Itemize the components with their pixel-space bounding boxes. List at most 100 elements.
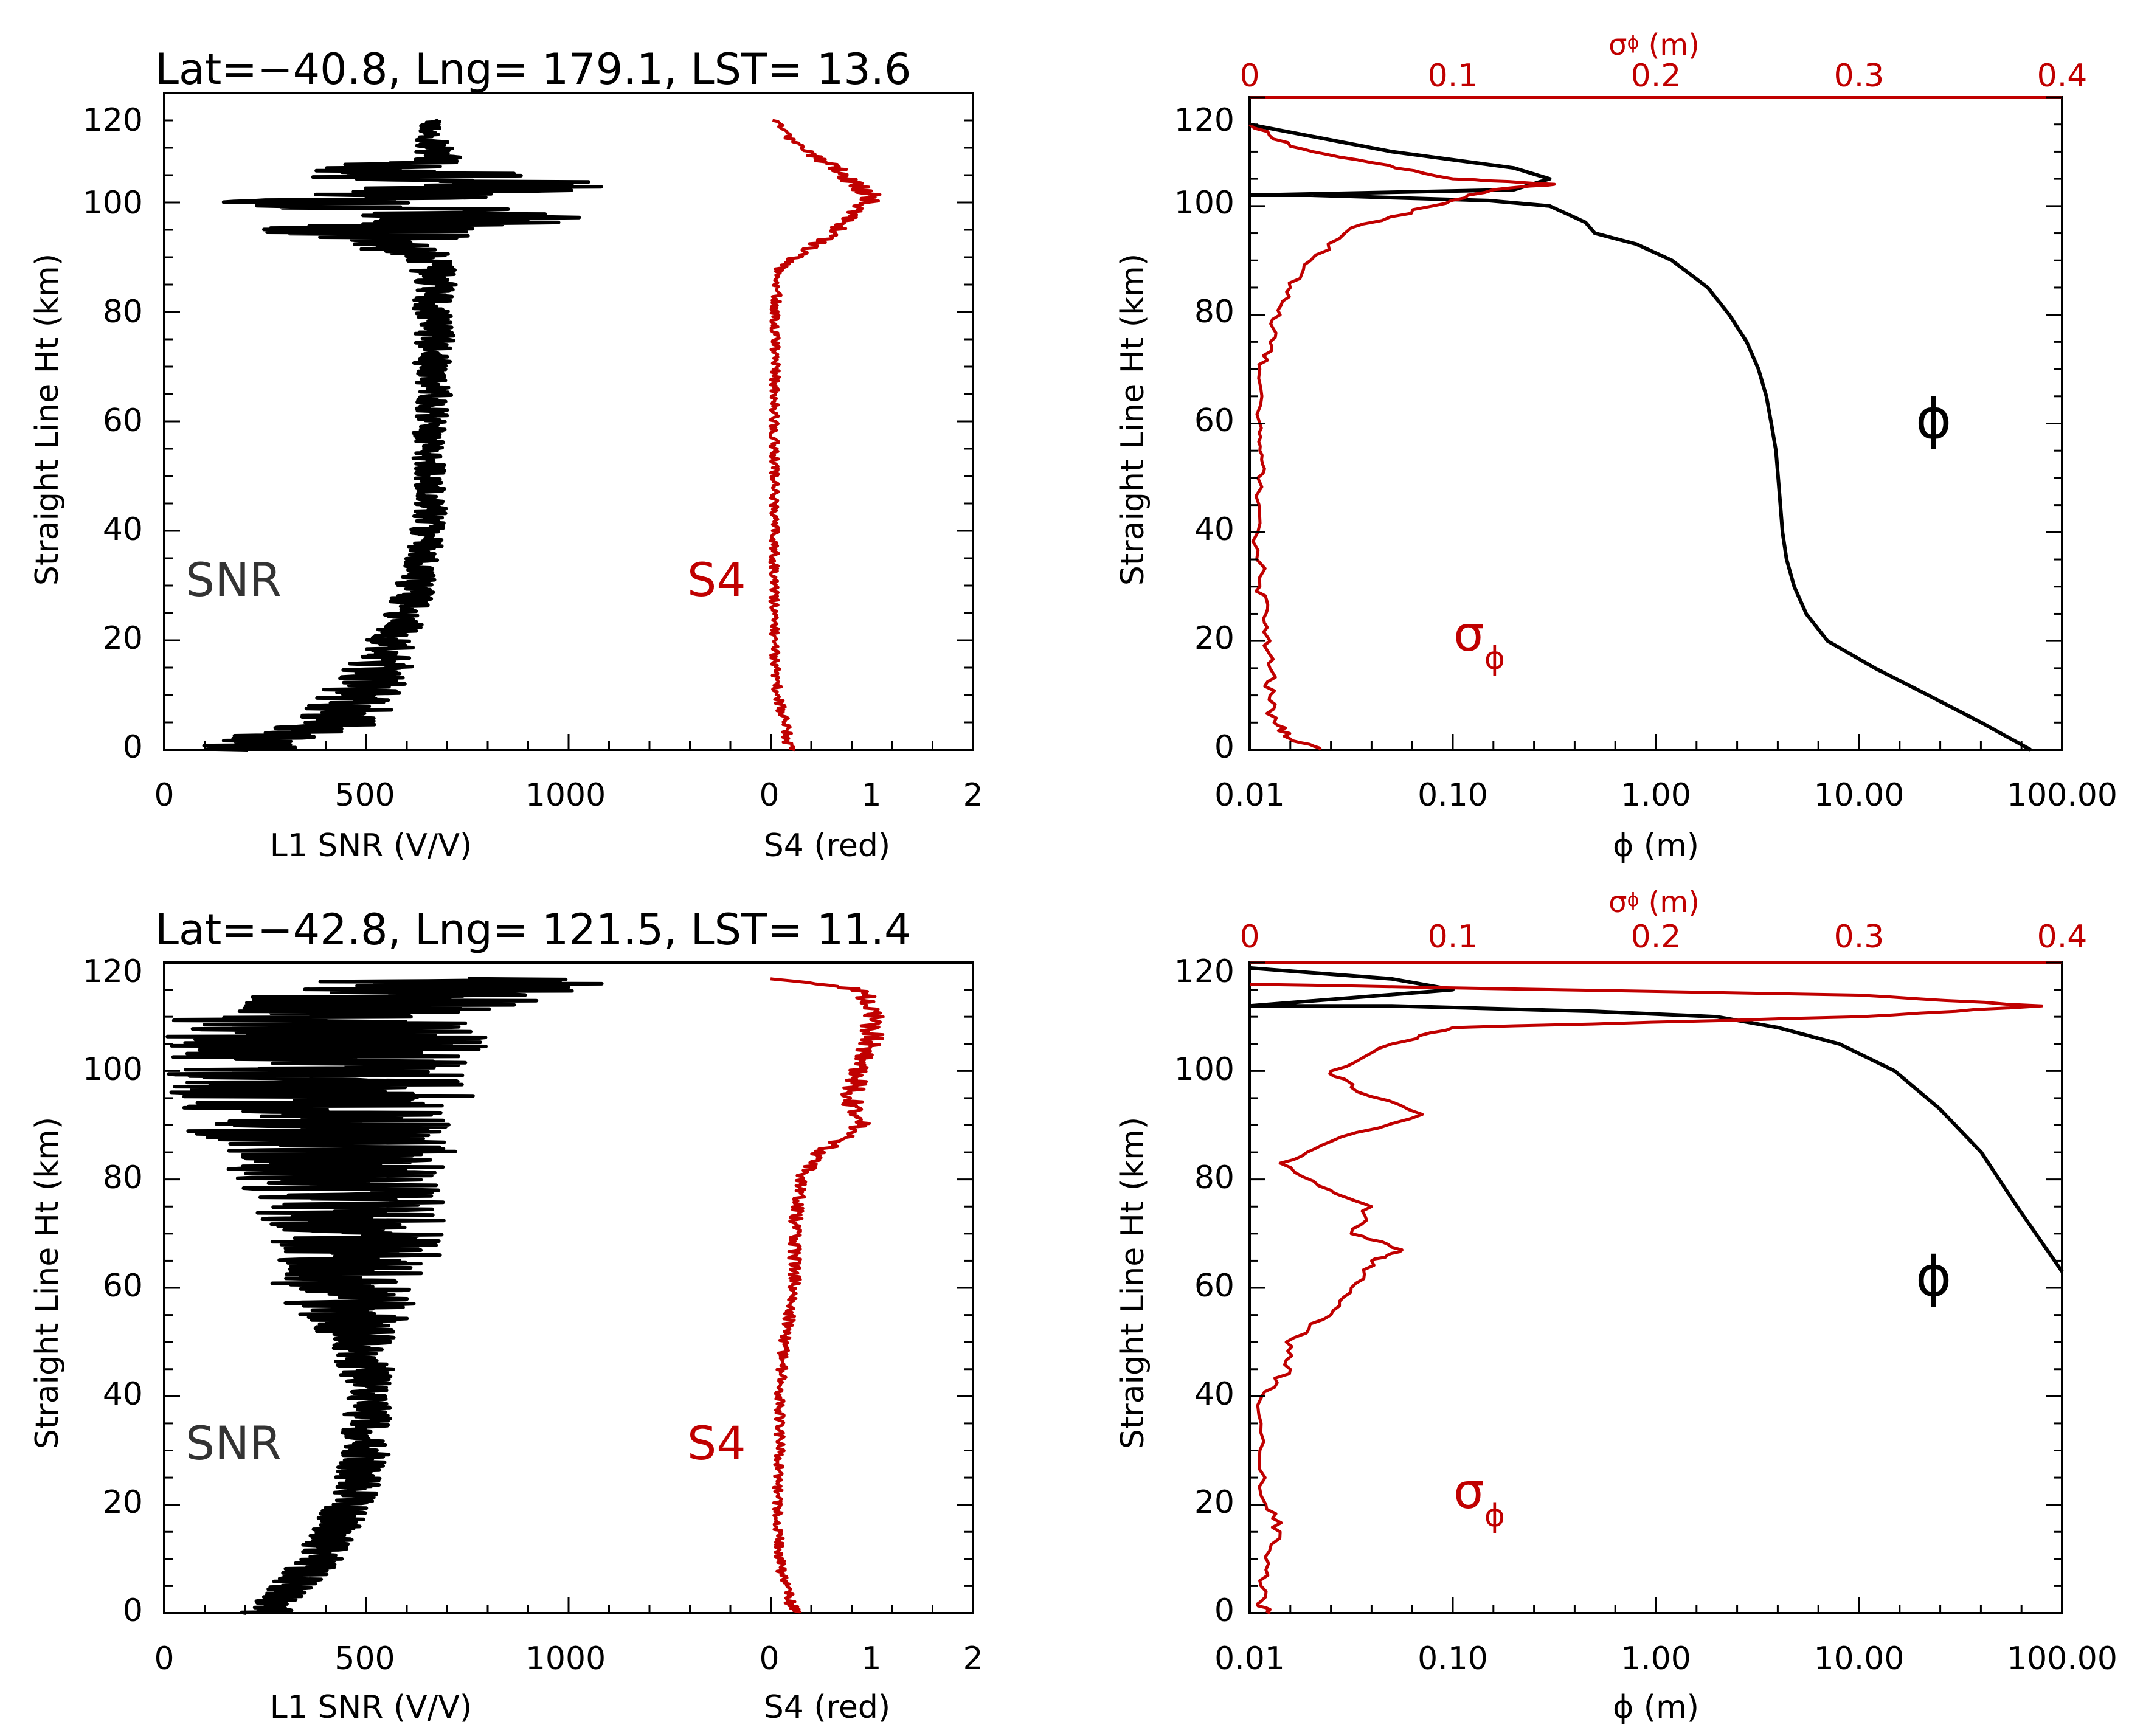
snr-annotation: SNR [185,553,282,607]
x-ticks-snr: 0 500 1000 [154,1641,606,1677]
x-tick-label: 500 [334,1641,395,1677]
y-ticks: 0 20 40 60 80 100 120 [1174,102,1234,766]
y-axis-label: Straight Line Ht (km) [29,1117,66,1449]
y-tick-label: 40 [1194,1376,1234,1413]
phi-trace [1248,966,2064,1273]
x-axis-label-s4: S4 (red) [764,1689,890,1726]
x-tick-label: 0 [154,1641,174,1677]
y-tick-label: 80 [103,294,143,330]
y-tick-label: 40 [103,1376,143,1413]
bottom-ticks: 0.01 0.10 1.00 10.00 100.00 [1214,1641,2117,1677]
top-tick-label: 0.1 [1428,58,1478,94]
x-axis-label-snr: L1 SNR (V/V) [270,1689,472,1726]
top-tick-label: 0 [1239,58,1259,94]
phi-annotation: ϕ [1916,1245,1951,1309]
sigma-phi-trace [1249,983,2044,1615]
bottom-tick-label: 0.10 [1418,777,1488,814]
y-axis-label: Straight Line Ht (km) [1115,254,1151,586]
top-tick-label: 0.1 [1428,919,1478,955]
top-ticks: 0 0.1 0.2 0.3 0.4 [1239,58,2087,94]
phi-annotation: ϕ [1916,387,1951,451]
y-tick-label: 80 [103,1160,143,1196]
y-tick-label: 100 [83,1051,143,1088]
top-tick-label: 0.2 [1631,919,1681,955]
top-tick-label: 0 [1239,919,1259,955]
top-tick-label: 0.2 [1631,58,1681,94]
x-tick-label: 0 [154,777,174,814]
x-ticks-s4: 0 1 2 [759,1641,983,1677]
x-tick-label: 2 [963,777,983,814]
y-ticks: 0 20 40 60 80 100 120 [83,953,143,1629]
y-tick-label: 60 [1194,1268,1234,1304]
y-tick-label: 100 [83,185,143,221]
y-tick-label: 120 [1174,102,1234,139]
y-tick-label: 100 [1174,1051,1234,1088]
s4-annotation: S4 [687,553,746,607]
phi-trace [1248,122,2032,752]
y-tick-label: 120 [83,102,143,139]
y-tick-label: 20 [1194,620,1234,657]
y-tick-label: 60 [1194,403,1234,439]
top-tick-label: 0.3 [1834,919,1885,955]
y-tick-label: 40 [1194,511,1234,548]
snr-annotation: SNR [185,1416,282,1470]
bottom-tick-label: 100.00 [2007,777,2117,814]
sigma-annotation: σϕ [1453,1463,1505,1534]
top-ticks: 0 0.1 0.2 0.3 0.4 [1239,919,2087,955]
panel-title: Lat=−40.8, Lng= 179.1, LST= 13.6 [155,44,912,94]
y-tick-label: 0 [123,1592,143,1629]
x-tick-label: 0 [759,1641,779,1677]
panel-title: Lat=−42.8, Lng= 121.5, LST= 11.4 [155,905,912,955]
y-tick-label: 20 [103,1484,143,1521]
y-tick-label: 80 [1194,294,1234,330]
y-ticks: 0 20 40 60 80 100 120 [83,102,143,766]
bottom-axis-label: ϕ (m) [1613,828,1699,864]
y-tick-label: 20 [103,620,143,657]
x-axis-label-s4: S4 (red) [764,828,890,864]
x-tick-label: 1000 [525,1641,606,1677]
x-ticks-s4: 0 1 2 [759,777,983,814]
bottom-axis-label: ϕ (m) [1613,1689,1699,1726]
y-tick-label: 80 [1194,1160,1234,1196]
x-tick-label: 2 [963,1641,983,1677]
y-tick-label: 60 [103,403,143,439]
panel-phase-bottom: σϕ (m) 0 0.1 0.2 0.3 0.4 0 20 40 60 80 1… [1115,885,2117,1726]
y-axis-label: Straight Line Ht (km) [29,254,66,586]
bottom-tick-label: 0.01 [1214,1641,1285,1677]
y-tick-label: 0 [123,729,143,766]
y-tick-label: 0 [1214,729,1234,766]
y-tick-label: 120 [1174,953,1234,990]
bottom-tick-label: 100.00 [2007,1641,2117,1677]
y-axis-label: Straight Line Ht (km) [1115,1117,1151,1449]
top-tick-label: 0.4 [2037,919,2088,955]
x-ticks-snr: 0 500 1000 [154,777,606,814]
x-tick-label: 0 [759,777,779,814]
panel-snr-s4-bottom: Lat=−42.8, Lng= 121.5, LST= 11.4 0 20 40… [29,905,983,1726]
snr-trace [202,119,603,752]
x-tick-label: 500 [334,777,395,814]
s4-annotation: S4 [687,1416,746,1470]
y-tick-label: 60 [103,1268,143,1304]
x-tick-label: 1 [861,1641,881,1677]
x-axis-label-snr: L1 SNR (V/V) [270,828,472,864]
bottom-tick-label: 0.01 [1214,777,1285,814]
bottom-tick-label: 1.00 [1621,1641,1691,1677]
top-axis-label: σϕ (m) [1608,28,1700,62]
y-tick-label: 0 [1214,1592,1234,1629]
sigma-phi-trace [1248,123,1556,751]
bottom-ticks: 0.01 0.10 1.00 10.00 100.00 [1214,777,2117,814]
s4-trace [770,977,885,1614]
panel-snr-s4-top: Lat=−40.8, Lng= 179.1, LST= 13.6 0 20 40… [29,44,983,864]
snr-trace [165,977,604,1615]
y-ticks: 0 20 40 60 80 100 120 [1174,953,1234,1629]
bottom-tick-label: 10.00 [1814,1641,1905,1677]
s4-trace [768,119,882,752]
bottom-tick-label: 1.00 [1621,777,1691,814]
panel-phase-top: σϕ (m) 0 0.1 0.2 0.3 0.4 0 20 40 60 80 1… [1115,28,2117,864]
bottom-tick-label: 10.00 [1814,777,1905,814]
y-tick-label: 20 [1194,1484,1234,1521]
y-tick-label: 120 [83,953,143,990]
x-tick-label: 1 [861,777,881,814]
bottom-tick-label: 0.10 [1418,1641,1488,1677]
